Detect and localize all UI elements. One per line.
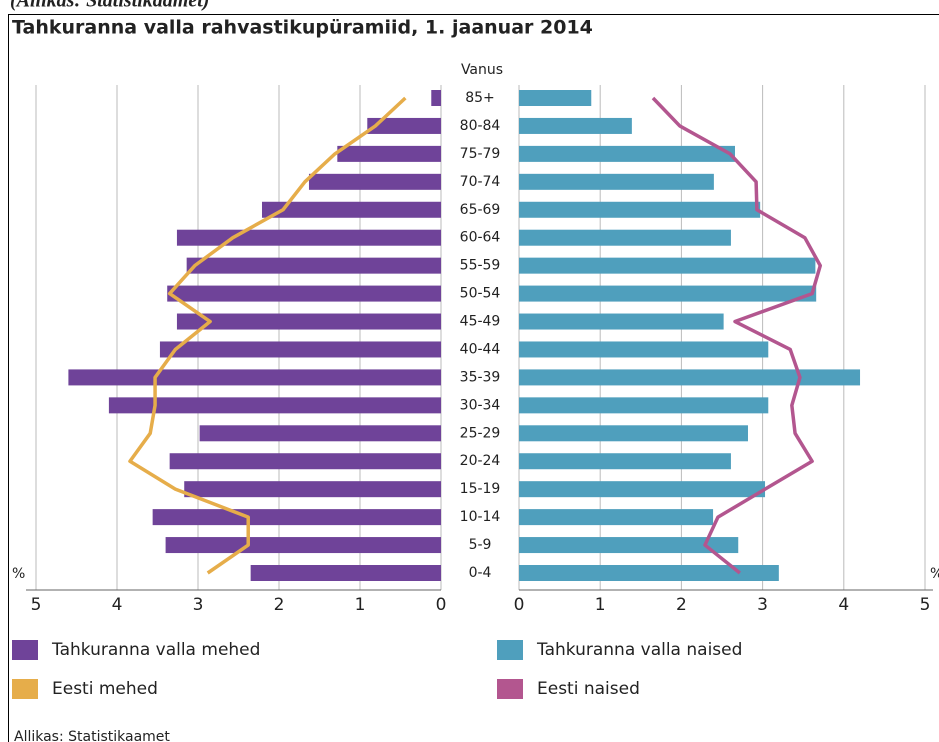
bar — [169, 453, 441, 470]
category-label: 40-44 — [460, 341, 501, 357]
bar — [431, 90, 441, 106]
bar — [261, 201, 441, 218]
x-tick-label: 1 — [595, 595, 606, 615]
legend-label: Eesti naised — [537, 679, 640, 699]
x-axis-label: % — [12, 566, 25, 582]
bar — [176, 313, 441, 330]
x-tick-label: 5 — [920, 595, 931, 615]
category-label: 30-34 — [460, 397, 501, 413]
legend-swatch — [12, 679, 38, 699]
bar — [519, 369, 861, 386]
bar — [519, 201, 761, 218]
bar — [367, 117, 441, 134]
legend-swatch — [497, 679, 523, 699]
bar — [519, 425, 748, 442]
bar — [152, 509, 441, 526]
bar — [199, 425, 441, 442]
x-tick-label: 3 — [193, 595, 204, 615]
category-label: 25-29 — [460, 425, 501, 441]
category-label: 85+ — [465, 90, 495, 106]
bar — [519, 509, 714, 526]
bar — [519, 117, 632, 134]
x-tick-label: 5 — [31, 595, 42, 615]
bar — [108, 397, 442, 414]
bar — [519, 565, 779, 581]
x-tick-label: 4 — [112, 595, 123, 615]
category-label: 80-84 — [460, 118, 501, 134]
category-label: 55-59 — [460, 258, 501, 274]
bar — [159, 341, 441, 358]
category-label: 10-14 — [460, 509, 501, 525]
frame — [8, 14, 939, 742]
bar — [519, 397, 769, 414]
bar — [519, 90, 592, 106]
source: Allikas: Statistikaamet — [14, 729, 170, 742]
bar — [519, 257, 816, 274]
chart-title: Tahkuranna valla rahvastikupüramiid, 1. … — [12, 17, 593, 39]
category-label: 15-19 — [460, 481, 501, 497]
category-label: 0-4 — [469, 565, 492, 581]
x-tick-label: 2 — [676, 595, 687, 615]
x-tick-label: 3 — [757, 595, 768, 615]
bar — [519, 229, 731, 246]
category-label: 20-24 — [460, 453, 501, 469]
legend-swatch — [12, 640, 38, 660]
line — [128, 96, 407, 575]
x-axis-label: % — [930, 566, 939, 582]
bar — [68, 369, 442, 386]
category-label: 45-49 — [460, 314, 501, 330]
legend-swatch — [497, 640, 523, 660]
line — [651, 96, 823, 575]
bar — [186, 257, 441, 274]
bar — [176, 229, 441, 246]
category-label: 35-39 — [460, 369, 501, 385]
category-label: 60-64 — [460, 230, 501, 246]
category-label: 50-54 — [460, 286, 501, 302]
category-label: 5-9 — [469, 537, 492, 553]
category-label: 70-74 — [460, 174, 501, 190]
bar — [167, 285, 441, 302]
legend-label: Tahkuranna valla naised — [536, 640, 742, 660]
bar — [519, 145, 735, 162]
header-note: (Allikas: Statistikaamet) — [10, 0, 209, 12]
bar — [337, 145, 441, 162]
bar — [519, 537, 739, 554]
bar — [519, 453, 731, 470]
legend-label: Tahkuranna valla mehed — [51, 640, 260, 660]
bar — [184, 481, 442, 498]
category-label: 75-79 — [460, 146, 501, 162]
bar — [165, 537, 441, 554]
bar — [250, 565, 441, 581]
x-tick-label: 1 — [355, 595, 366, 615]
bar — [308, 173, 441, 190]
bar — [519, 313, 724, 330]
x-tick-label: 4 — [838, 595, 849, 615]
legend-label: Eesti mehed — [52, 679, 158, 699]
bar — [519, 173, 714, 190]
bar — [519, 341, 769, 358]
x-tick-label: 0 — [514, 595, 525, 615]
y-axis-label: Vanus — [461, 62, 503, 78]
bar — [519, 481, 766, 498]
x-tick-label: 0 — [436, 595, 447, 615]
x-tick-label: 2 — [274, 595, 285, 615]
bar — [519, 285, 817, 302]
category-label: 65-69 — [460, 202, 501, 218]
